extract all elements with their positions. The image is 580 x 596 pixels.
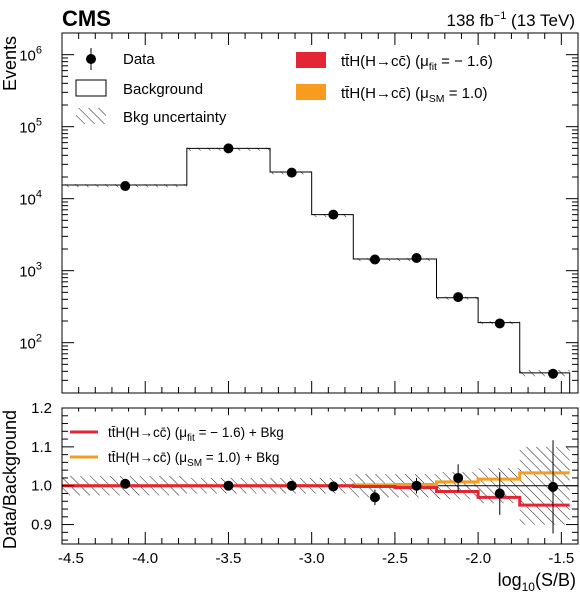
data-point xyxy=(286,167,297,178)
x-tick-label: -4.5 xyxy=(58,550,84,567)
x-tick-label: -1.5 xyxy=(548,550,574,567)
ratio-y-tick-label: 1.1 xyxy=(31,439,52,456)
main-x-axis-ticks xyxy=(61,33,579,393)
ratio-data-point xyxy=(494,488,505,499)
main-frame xyxy=(61,32,579,394)
legend-fit-label: tt̄H(H→cc̄) (μfit = − 1.6) xyxy=(341,53,493,73)
ratio-data-points xyxy=(120,440,559,534)
x-tick-label: -4.0 xyxy=(132,550,158,567)
x-axis-label: log10(S/B) xyxy=(498,570,576,594)
background-histogram xyxy=(62,147,571,393)
y-tick-label: 104 xyxy=(19,189,42,209)
data-point xyxy=(120,180,131,191)
x-tick-label: -2.0 xyxy=(465,550,491,567)
ratio-legend-sm-sub: SM xyxy=(187,458,202,469)
x-tick-label: -3.0 xyxy=(299,550,325,567)
x-tick-label: -2.5 xyxy=(382,550,408,567)
ratio-fit-curve xyxy=(62,484,570,507)
legend-data-label: Data xyxy=(123,51,155,68)
ratio-data-point xyxy=(369,492,380,503)
main-panel: 102 103 104 105 106 Events Data Background B… xyxy=(0,32,579,394)
ratio-y-tick-label: 1.2 xyxy=(31,400,52,417)
legend-fit-sub: fit xyxy=(429,61,437,73)
ratio-y-tick-label: 0.9 xyxy=(31,517,52,534)
data-point xyxy=(328,209,339,220)
ratio-y-axis-label: Data/Background xyxy=(0,410,20,549)
ratio-x-axis-ticks: -4.5 -4.0 -3.5 -3.0 -2.5 -2.0 -1.5 xyxy=(58,408,579,567)
ratio-data-point xyxy=(411,480,422,491)
data-point xyxy=(548,368,559,379)
legend-sm-label: tt̄H(H→cc̄) (μSM = 1.0) xyxy=(341,85,488,105)
ratio-legend-fit-sub: fit xyxy=(187,433,195,444)
y-tick-label: 105 xyxy=(19,117,42,137)
x-tick-label: -3.5 xyxy=(216,550,242,567)
y-tick-label: 102 xyxy=(19,333,42,353)
ratio-data-point xyxy=(453,472,464,483)
ratio-legend-sm-label: tt̄H(H→cc̄) (μSM = 1.0) + Bkg xyxy=(108,450,279,469)
data-point xyxy=(223,143,234,154)
data-point xyxy=(494,318,505,329)
main-uncertainty-band xyxy=(62,147,570,377)
y-tick-label: 106 xyxy=(19,45,42,65)
legend-uncertainty-label: Bkg uncertainty xyxy=(123,109,227,126)
ratio-frame xyxy=(61,407,579,545)
main-legend: Data Background Bkg uncertainty tt̄H(H→c… xyxy=(75,48,493,126)
legend-background-swatch xyxy=(75,79,107,97)
main-y-axis-label: Events xyxy=(0,36,20,91)
ratio-data-point xyxy=(120,478,131,489)
ratio-legend: tt̄H(H→cc̄) (μfit = − 1.6) + Bkg tt̄H(H→… xyxy=(70,425,284,469)
ratio-panel: 0.9 1.0 1.1 1.2 -4.5 -4.0 -3.5 -3.0 -2.5 -2.0 -1.… xyxy=(0,400,579,594)
lumi-exponent: −1 xyxy=(494,10,507,22)
ratio-data-point xyxy=(286,480,297,491)
ratio-y-tick-label: 1.0 xyxy=(31,478,52,495)
x-axis-label-sub: 10 xyxy=(522,580,536,594)
ratio-data-point xyxy=(328,481,339,492)
ratio-legend-fit-label: tt̄H(H→cc̄) (μfit = − 1.6) + Bkg xyxy=(108,425,284,444)
legend-uncertainty-swatch xyxy=(76,108,106,124)
legend-background-label: Background xyxy=(123,81,203,98)
data-point xyxy=(453,292,464,303)
lumi-label: 138 fb−1 (13 TeV) xyxy=(447,10,575,30)
data-point xyxy=(411,252,422,263)
cms-label: CMS xyxy=(62,6,111,31)
data-points xyxy=(120,143,559,379)
legend-fit-swatch xyxy=(296,52,326,68)
data-point xyxy=(369,254,380,265)
ratio-data-point xyxy=(548,481,559,492)
legend-sm-sub: SM xyxy=(429,93,445,105)
legend-sm-swatch xyxy=(296,84,326,100)
main-y-axis-ticks: 102 103 104 105 106 xyxy=(19,32,578,394)
ratio-data-point xyxy=(223,480,234,491)
y-tick-label: 103 xyxy=(19,261,42,281)
